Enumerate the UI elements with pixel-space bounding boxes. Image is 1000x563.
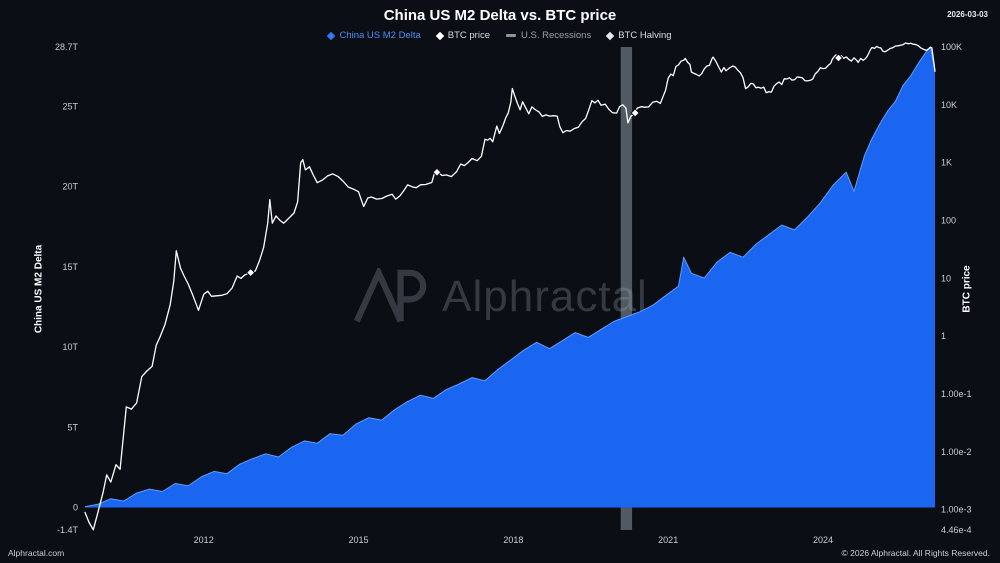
legend-item-label: BTC Halving [618,30,672,41]
y-left-tick-label: 15T [62,262,78,272]
btc-halving-marker-icon [432,167,442,177]
x-axis-tick-label: 2018 [503,535,523,545]
y-left-tick-label: -1.4T [57,525,79,535]
legend-item-btc-halving[interactable]: BTC Halving [605,30,672,41]
legend: China US M2 Delta BTC price U.S. Recession… [0,30,1000,41]
legend-item-btc-price[interactable]: BTC price [435,30,490,41]
x-axis-tick-label: 2021 [658,535,678,545]
recession-band [620,47,633,530]
y-right-tick-label: 10K [941,100,957,110]
y-right-tick-label: 100K [941,42,962,52]
legend-item-label: BTC price [447,30,490,41]
footer-copyright: © 2026 Alphractal. All Rights Reserved. [841,548,990,558]
y-left-tick-label: 0 [73,503,78,513]
footer-site-link[interactable]: Alphractal.com [8,548,65,558]
y-left-tick-label: 10T [62,342,78,352]
left-axis-title: China US M2 Delta [33,244,45,334]
m2-delta-area-series[interactable] [85,47,935,508]
legend-item-u-s-recessions[interactable]: U.S. Recessions [505,30,592,41]
btc-price-line-series[interactable] [84,42,936,531]
y-right-tick-label: 1.00e-2 [941,447,972,457]
legend-marker-icon [505,34,516,37]
y-right-tick-label: 1.00e-1 [941,389,972,399]
y-left-tick-label: 25T [62,101,78,111]
y-left-tick-label: 5T [67,422,78,432]
y-left-tick-label: 28.7T [55,42,79,52]
y-right-tick-label: 1 [941,331,946,341]
legend-item-china-us-m2-delta[interactable]: China US M2 Delta [327,30,421,41]
y-left-tick-label: 20T [62,182,78,192]
btc-halving-marker-icon [833,53,844,63]
x-axis-tick-label: 2012 [194,535,214,545]
right-axis-title: BTC price [961,265,973,313]
x-axis-tick-label: 2024 [813,535,833,545]
y-right-tick-label: 1.00e-3 [941,505,972,515]
y-right-tick-label: 1K [941,158,952,168]
btc-halving-marker-icon [630,108,640,118]
y-right-tick-label: 4.46e-4 [941,525,972,535]
y-right-tick-label: 100 [941,216,956,226]
btc-halving-marker-icon [245,267,256,278]
legend-item-label: U.S. Recessions [520,30,592,41]
page-title: China US M2 Delta vs. BTC price [383,7,617,24]
legend-marker-icon [327,31,336,40]
legend-marker-icon [435,31,444,40]
date-label: 2026-03-03 [947,10,988,19]
legend-marker-icon [605,31,615,40]
m2-delta-area-edge [84,46,936,508]
x-axis-tick-label: 2015 [348,535,368,545]
legend-item-label: China US M2 Delta [339,30,421,41]
y-right-tick-label: 10 [941,273,951,283]
